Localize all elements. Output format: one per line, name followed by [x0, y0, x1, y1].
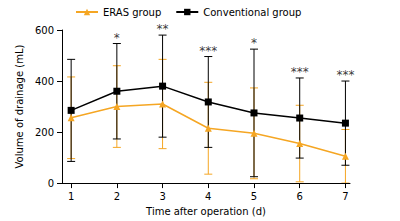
- svg-text:400: 400: [35, 76, 54, 87]
- svg-text:Volume of drainage (mL): Volume of drainage (mL): [14, 45, 25, 169]
- svg-text:*: *: [251, 36, 257, 50]
- svg-text:***: ***: [199, 44, 217, 58]
- svg-text:200: 200: [35, 127, 54, 138]
- svg-text:5: 5: [251, 191, 257, 202]
- svg-text:Time after operation (d): Time after operation (d): [145, 206, 266, 217]
- svg-text:Conventional group: Conventional group: [203, 7, 301, 18]
- svg-text:***: ***: [291, 65, 309, 79]
- svg-text:0: 0: [48, 178, 54, 189]
- svg-text:7: 7: [342, 191, 348, 202]
- svg-text:4: 4: [205, 191, 211, 202]
- svg-text:*: *: [114, 31, 120, 45]
- svg-text:***: ***: [336, 68, 354, 82]
- svg-text:**: **: [157, 22, 169, 36]
- svg-text:600: 600: [35, 25, 54, 36]
- svg-text:6: 6: [297, 191, 303, 202]
- svg-text:3: 3: [159, 191, 165, 202]
- svg-text:2: 2: [114, 191, 120, 202]
- svg-text:ERAS group: ERAS group: [103, 7, 161, 18]
- svg-text:1: 1: [68, 191, 74, 202]
